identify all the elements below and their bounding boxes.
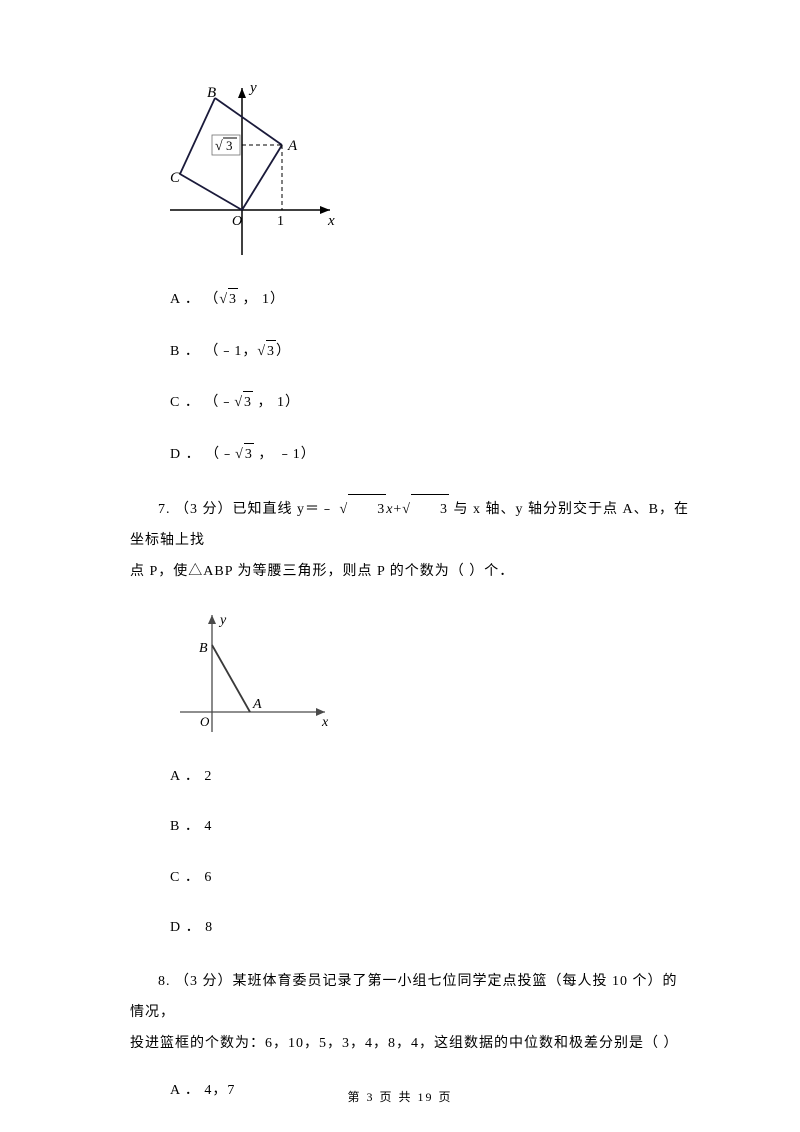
option-text: （﹣1， [204,344,257,359]
figure-q7: B A O y x [170,607,690,745]
sqrt3-icon: √3 [257,344,276,359]
option-7a: A ． 2 [170,766,690,788]
option-6c: C ． （﹣√3 ， 1） [170,391,690,414]
svg-text:3: 3 [226,138,233,153]
option-text: （ [204,292,219,307]
expr-icon: √3x+√3 [340,502,450,517]
figure-q6: y x O 1 B A C √ 3 [170,80,690,268]
option-prefix: C ． [170,870,200,885]
svg-text:y: y [248,80,257,96]
q-points: （3 分） [175,974,233,989]
option-prefix: D ． [170,447,201,462]
page-footer: 第 3 页 共 19 页 [0,1088,800,1107]
coord-graph-q6: y x O 1 B A C √ 3 [170,80,340,260]
svg-text:B: B [199,641,208,656]
svg-text:B: B [207,85,216,101]
option-text: 8 [205,920,213,935]
option-text2: ， 1） [238,292,285,307]
q-number: 7. [158,502,175,517]
page: y x O 1 B A C √ 3 A ． （√3 ， 1） B ． （﹣1，√… [0,0,800,1132]
sqrt3-icon: √3 [235,447,254,462]
option-prefix: C ． [170,395,200,410]
page-number: 第 3 页 共 19 页 [347,1090,452,1104]
svg-text:x: x [327,213,335,229]
option-text2: ） [276,344,291,359]
option-7b: B ． 4 [170,816,690,838]
svg-text:C: C [170,170,181,186]
option-text: （﹣ [204,395,234,410]
sqrt3-icon: √3 [234,395,253,410]
question-7: 7. （3 分）已知直线 y＝﹣ √3x+√3 与 x 轴、y 轴分别交于点 A… [130,494,690,587]
option-text: 4 [204,819,212,834]
svg-text:A: A [252,697,262,712]
coord-graph-q7: B A O y x [170,607,340,737]
svg-text:1: 1 [277,214,284,229]
svg-text:A: A [287,138,298,154]
svg-text:y: y [218,613,227,628]
q-stem-a: 已知直线 y＝﹣ [233,502,340,517]
option-7d: D ． 8 [170,917,690,939]
svg-text:O: O [200,714,210,729]
option-prefix: D ． [170,920,201,935]
option-text2: ， 1） [253,395,300,410]
option-prefix: B ． [170,819,200,834]
q-number: 8. [158,974,175,989]
sqrt3-icon: √3 [219,292,238,307]
q-stem-c: 点 P，使△ABP 为等腰三角形，则点 P 的个数为（ ）个． [130,557,514,588]
option-text: 6 [204,870,212,885]
option-6b: B ． （﹣1，√3） [170,340,690,363]
option-text: 2 [204,769,212,784]
option-prefix: A ． [170,769,200,784]
option-text2: ， ﹣1） [254,447,316,462]
option-6d: D ． （﹣√3 ， ﹣1） [170,443,690,466]
svg-text:O: O [232,214,242,229]
svg-text:√: √ [215,139,223,154]
question-8: 8. （3 分）某班体育委员记录了第一小组七位同学定点投篮（每人投 10 个）的… [130,967,690,1059]
svg-text:x: x [321,715,329,730]
content-area: y x O 1 B A C √ 3 A ． （√3 ， 1） B ． （﹣1，√… [0,0,800,1102]
option-7c: C ． 6 [170,867,690,889]
q-points: （3 分） [175,502,233,517]
option-6a: A ． （√3 ， 1） [170,288,690,311]
q-stem-b: 投进篮框的个数为：6，10，5，3，4，8，4，这组数据的中位数和极差分别是（ … [130,1029,679,1060]
option-text: （﹣ [205,447,235,462]
option-prefix: B ． [170,344,200,359]
option-prefix: A ． [170,292,200,307]
